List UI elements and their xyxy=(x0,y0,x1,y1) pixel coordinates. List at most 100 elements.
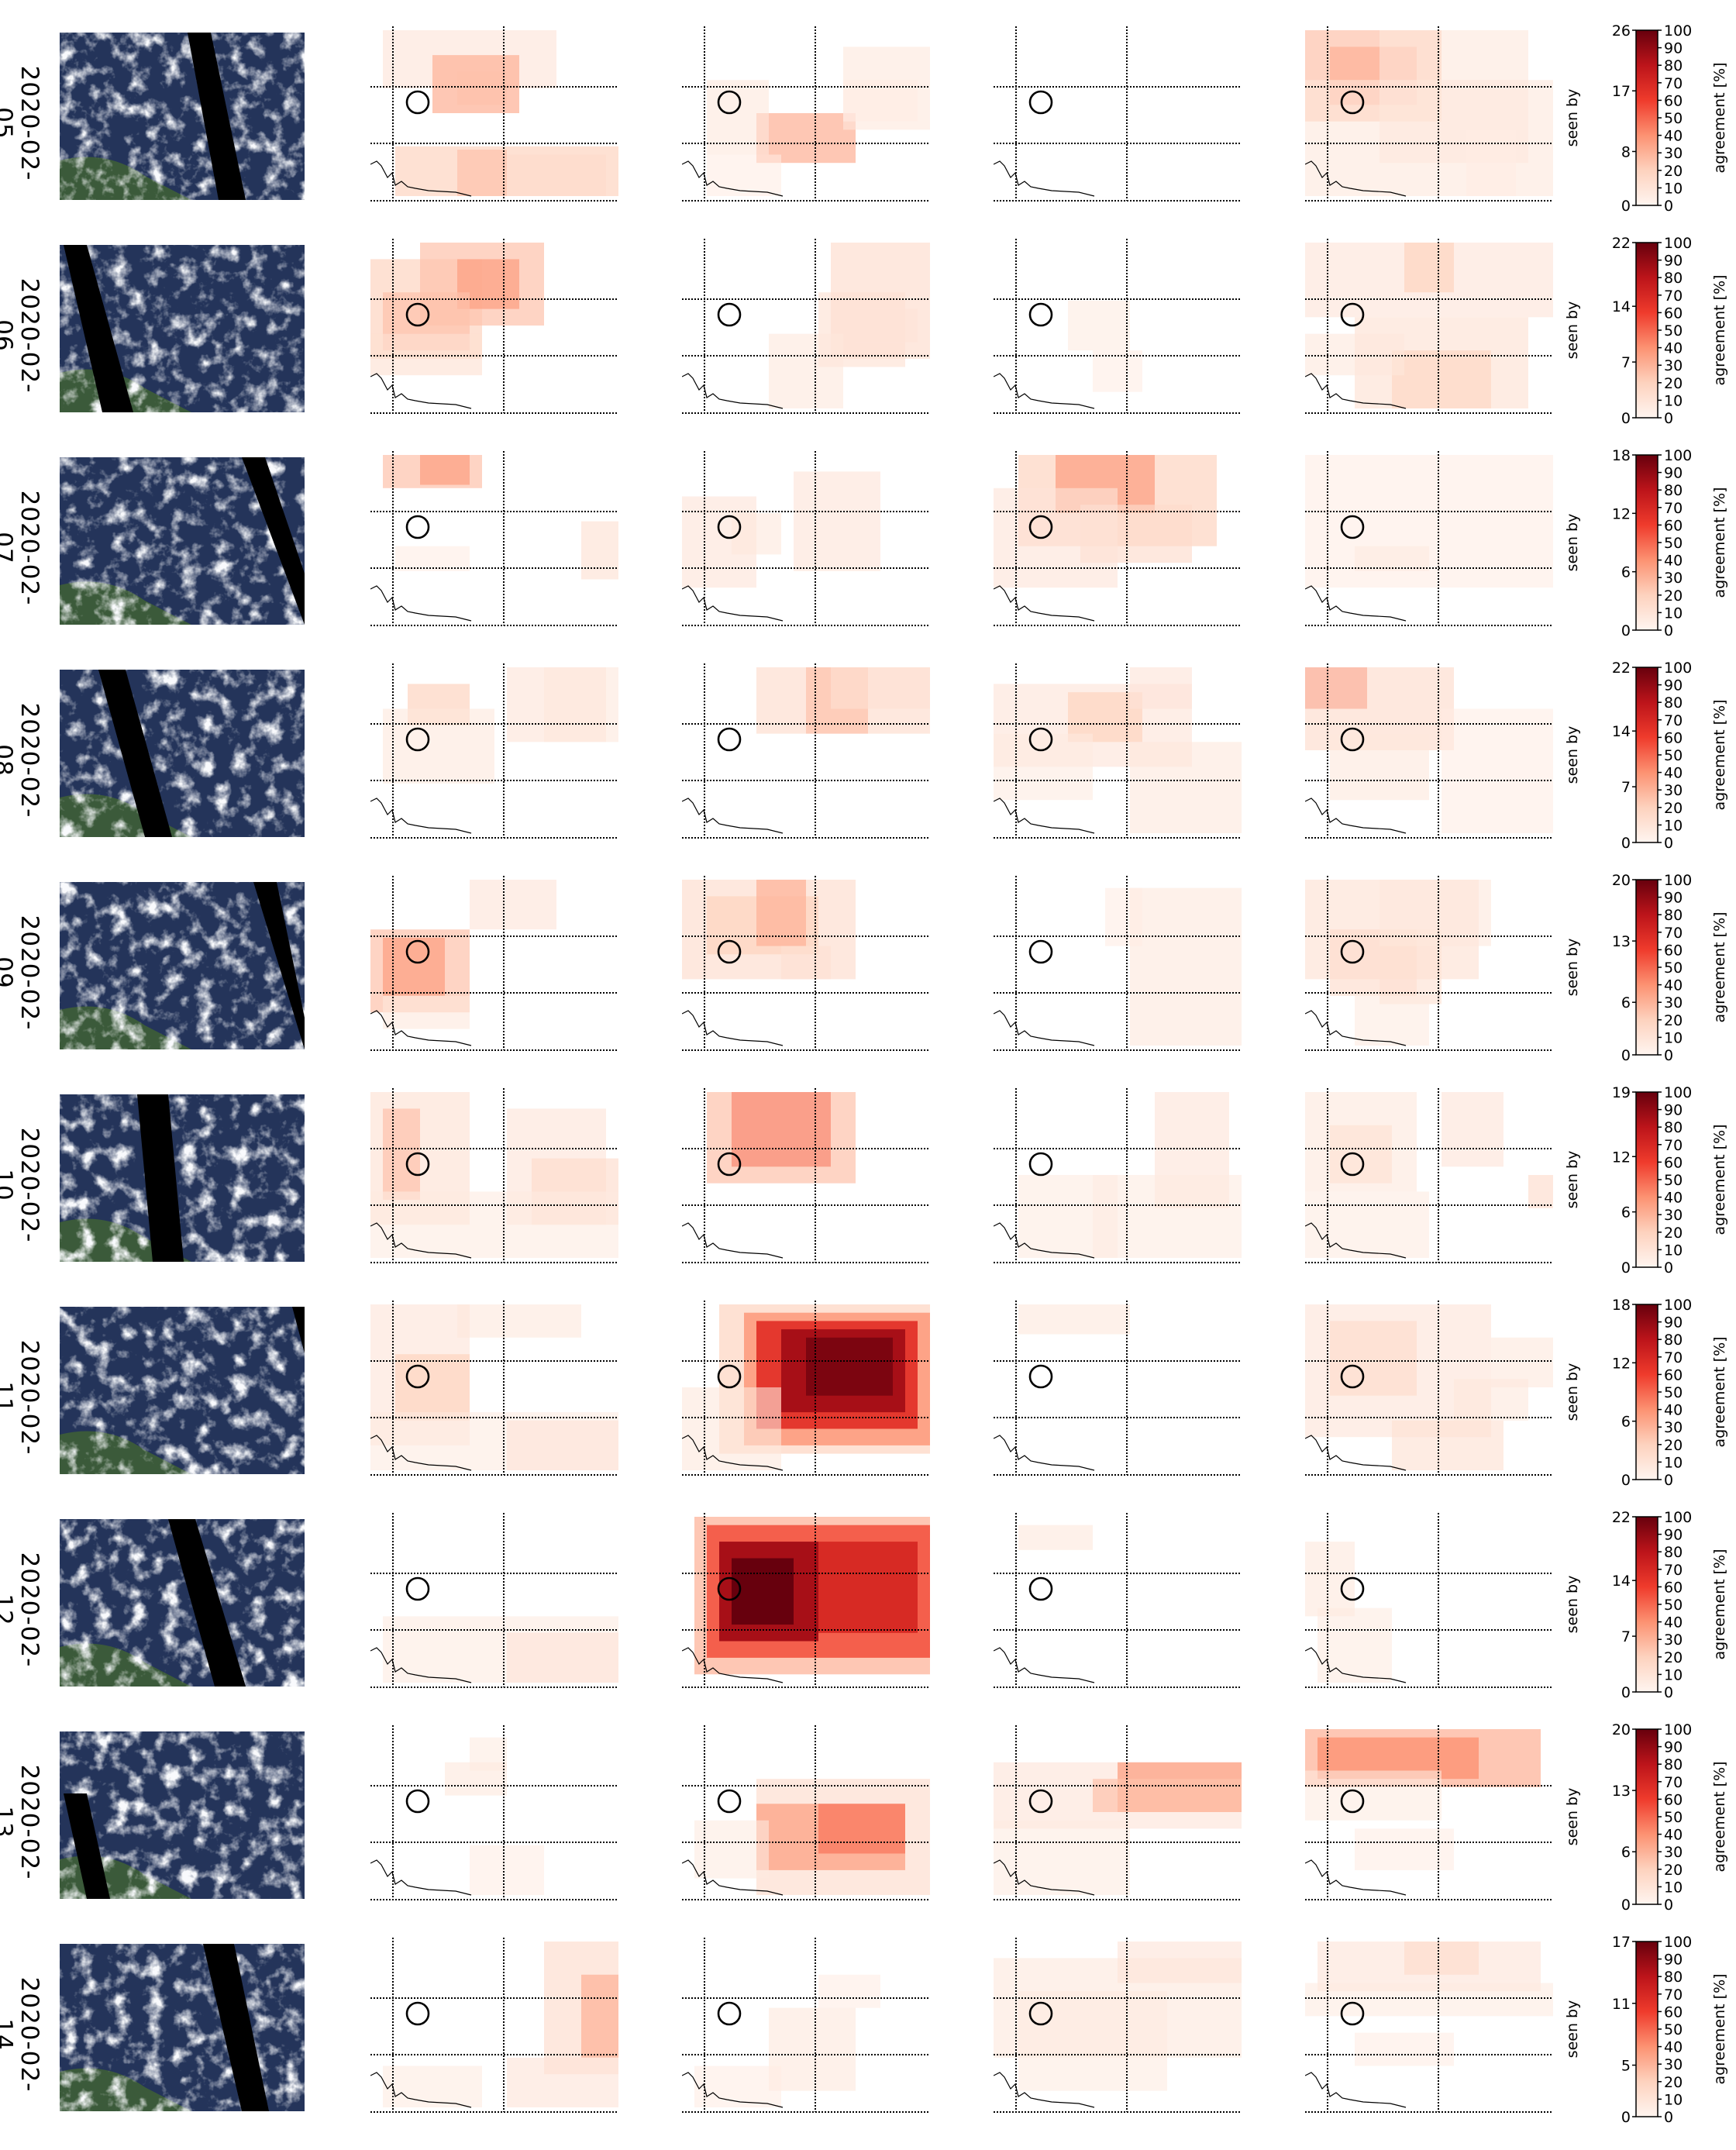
coastline xyxy=(682,1010,784,1046)
target-circle xyxy=(717,515,742,539)
seen-by-tick-label: 12 xyxy=(1612,505,1631,522)
agreement-tick-label: 90 xyxy=(1664,677,1683,694)
row-2020-02-12: 2020-02-12 0 7 14 22 seen by 0 10 20 30 40 50 60 70 80… xyxy=(0,1509,1736,1725)
heatmap-panel-1 xyxy=(370,1301,618,1476)
agreement-tick-label: 90 xyxy=(1664,1314,1683,1332)
swath-gap xyxy=(64,245,133,412)
agreement-tick-label: 0 xyxy=(1664,1047,1673,1064)
seen-by-tick-label: 19 xyxy=(1612,1084,1631,1101)
agreement-cell xyxy=(856,308,918,343)
target-circle xyxy=(405,1576,430,1601)
agreement-cell xyxy=(1305,1770,1442,1821)
agreement-cell xyxy=(794,471,880,571)
date-label: 2020-02-07 xyxy=(0,490,43,606)
seen-by-label: seen by xyxy=(1564,939,1581,997)
heatmap-panel-1 xyxy=(370,1088,618,1263)
seen-by-tick-label: 17 xyxy=(1612,1934,1631,1951)
agreement-tick-label: 20 xyxy=(1664,1225,1683,1242)
agreement-cell xyxy=(1442,1092,1504,1167)
seen-by-tick-label: 14 xyxy=(1612,723,1631,740)
seen-by-tick-label: 6 xyxy=(1621,564,1631,581)
seen-by-label: seen by xyxy=(1564,1363,1581,1421)
heatmap-panel-4 xyxy=(1305,1088,1553,1263)
seen-by-label: seen by xyxy=(1564,301,1581,360)
target-circle xyxy=(1028,2001,1053,2026)
target-circle xyxy=(405,2001,430,2026)
agreement-cell xyxy=(370,333,482,376)
agreement-tick-label: 100 xyxy=(1664,1297,1692,1314)
seen-by-tick-label: 0 xyxy=(1621,1472,1631,1489)
agreement-cell xyxy=(769,333,843,408)
coastline xyxy=(994,1859,1095,1896)
coastline xyxy=(1305,798,1407,834)
agreement-cell xyxy=(507,2057,618,2107)
coastline xyxy=(1305,1647,1407,1683)
target-circle xyxy=(1028,1576,1053,1601)
satellite-image xyxy=(60,245,305,412)
heatmap-panel-2 xyxy=(682,1301,930,1476)
row-2020-02-05: 2020-02-05 0 8 17 26 seen by 0 10 20 30 40 50 60 70 80… xyxy=(0,22,1736,239)
agreement-tick-label: 60 xyxy=(1664,1366,1683,1383)
heatmap-panel-3 xyxy=(994,1301,1242,1476)
coastline xyxy=(682,1859,784,1896)
seen-by-label: seen by xyxy=(1564,2000,1581,2059)
agreement-tick-label: 50 xyxy=(1664,747,1683,764)
swath-gap xyxy=(98,670,172,837)
agreement-cell xyxy=(1093,350,1142,392)
agreement-tick-label: 90 xyxy=(1664,253,1683,270)
seen-by-label: seen by xyxy=(1564,1788,1581,1846)
agreement-tick-label: 0 xyxy=(1664,2109,1673,2126)
agreement-cell xyxy=(1330,733,1429,801)
heatmap-panel-2 xyxy=(682,239,930,414)
date-label: 2020-02-10 xyxy=(0,1127,43,1243)
heatmap-panel-4 xyxy=(1305,1301,1553,1476)
target-circle xyxy=(717,1576,742,1601)
agreement-label: agreement [%] xyxy=(1711,274,1728,385)
target-circle xyxy=(1340,515,1365,539)
agreement-tick-label: 20 xyxy=(1664,375,1683,392)
agreement-cell xyxy=(581,521,618,580)
agreement-cell xyxy=(994,488,1118,588)
colorbar-gradient xyxy=(1635,1728,1658,1905)
row-2020-02-06: 2020-02-06 0 7 14 22 seen by 0 10 20 30 40 50 60 70 80… xyxy=(0,235,1736,451)
heatmap-panel-1 xyxy=(370,239,618,414)
seen-by-tick-label: 18 xyxy=(1612,447,1631,464)
agreement-tick-label: 80 xyxy=(1664,1332,1683,1349)
agreement-cell xyxy=(682,1387,781,1470)
target-circle xyxy=(1028,1789,1053,1814)
seen-by-label: seen by xyxy=(1564,89,1581,147)
heatmap-panel-2 xyxy=(682,1513,930,1688)
date-label: 2020-02-12 xyxy=(0,1552,43,1668)
agreement-cell xyxy=(1528,1175,1553,1208)
target-circle xyxy=(1028,90,1053,115)
coastline xyxy=(370,373,472,409)
colorbar-gradient xyxy=(1635,1304,1658,1480)
swath-gap xyxy=(188,33,246,200)
target-circle xyxy=(1340,2001,1365,2026)
agreement-tick-label: 100 xyxy=(1664,1934,1692,1951)
target-circle xyxy=(1340,939,1365,964)
coastline xyxy=(994,373,1095,409)
agreement-label: agreement [%] xyxy=(1711,699,1728,810)
agreement-cell xyxy=(1305,1191,1429,1258)
agreement-tick-label: 50 xyxy=(1664,110,1683,127)
agreement-cell xyxy=(395,1354,470,1421)
heatmap-panel-3 xyxy=(994,876,1242,1051)
agreement-tick-label: 70 xyxy=(1664,1137,1683,1154)
target-circle xyxy=(1340,302,1365,327)
seen-by-tick-label: 18 xyxy=(1612,1297,1631,1314)
swath-gap xyxy=(137,1094,184,1262)
seen-by-tick-label: 0 xyxy=(1621,835,1631,852)
target-circle xyxy=(405,939,430,964)
satellite-image xyxy=(60,33,305,200)
agreement-cell xyxy=(383,995,470,1029)
agreement-tick-label: 60 xyxy=(1664,942,1683,959)
seen-by-tick-label: 12 xyxy=(1612,1355,1631,1372)
agreement-tick-label: 80 xyxy=(1664,694,1683,711)
seen-by-tick-label: 7 xyxy=(1621,1628,1631,1645)
agreement-tick-label: 70 xyxy=(1664,1349,1683,1366)
agreement-tick-label: 10 xyxy=(1664,180,1683,197)
agreement-label: agreement [%] xyxy=(1711,487,1728,598)
